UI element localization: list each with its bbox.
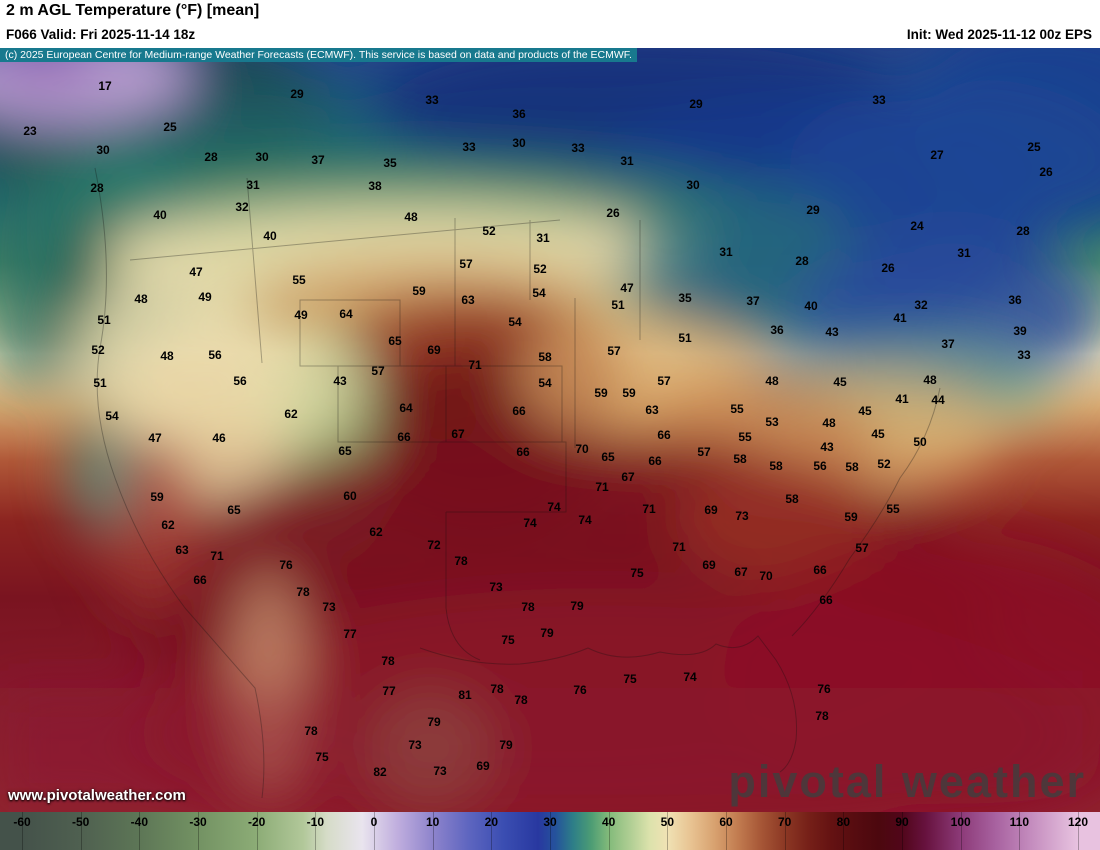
colorbar-tick-mark [550, 812, 551, 850]
colorbar-tick-mark [784, 812, 786, 850]
colorbar-tick-mark [1078, 812, 1079, 850]
colorbar-tick-label: 10 [425, 815, 440, 829]
colorbar-tick-mark [139, 812, 141, 850]
colorbar-tick-mark [22, 812, 23, 850]
colorbar-tick-label: 100 [950, 815, 971, 829]
colorbar-tick-label: 0 [370, 815, 378, 829]
colorbar-tick-mark [1019, 812, 1021, 850]
colorbar-tick-label: 90 [895, 815, 909, 829]
colorbar-tick-label: -50 [71, 815, 90, 829]
colorbar-tick-label: -30 [189, 815, 207, 829]
colorbar-tick-mark [198, 812, 199, 850]
colorbar-tick-label: -10 [306, 815, 324, 829]
colorbar-tick-mark [491, 812, 493, 850]
colorbar-tick-mark [843, 812, 845, 850]
colorbar-tick-label: -40 [130, 815, 148, 829]
page-title: 2 m AGL Temperature (°F) [mean] [6, 2, 260, 19]
colorbar-tick-mark [667, 812, 669, 850]
colorbar-tick-mark [960, 812, 962, 850]
colorbar-tick-label: 30 [543, 815, 557, 829]
colorbar-tick-mark [608, 812, 610, 850]
colorbar-tick-label: 80 [836, 815, 851, 829]
colorbar-tick-mark [374, 812, 375, 850]
colorbar-tick-label: 20 [484, 815, 499, 829]
valid-time-label: F066 Valid: Fri 2025-11-14 18z [6, 27, 196, 42]
colorbar-tick-label: -60 [13, 815, 31, 829]
colorbar-tick-mark [432, 812, 434, 850]
colorbar-tick-label: 50 [660, 815, 675, 829]
colorbar-tick-label: 60 [719, 815, 733, 829]
boundary-lines [94, 167, 941, 799]
colorbar-tick-mark [256, 812, 258, 850]
colorbar-tick-label: 120 [1067, 815, 1089, 829]
header: 2 m AGL Temperature (°F) [mean] F066 Val… [0, 0, 1100, 48]
temperature-field-map [0, 48, 1100, 812]
site-url: www.pivotalweather.com [8, 787, 186, 804]
colorbar-tick-mark [902, 812, 903, 850]
pivotal-weather-watermark: pivotal weather [728, 756, 1086, 807]
colorbar-tick-mark [315, 812, 317, 850]
colorbar-tick-label: 40 [601, 815, 616, 829]
colorbar-tick-label: 110 [1009, 815, 1030, 829]
copyright-bar: (c) 2025 European Centre for Medium-rang… [0, 48, 637, 62]
colorbar-tick-label: 70 [777, 815, 792, 829]
colorbar: -60 -50 -40 -30 -20 -10 0 10 20 30 40 50 60 70 80 90 100… [0, 812, 1100, 850]
colorbar-tick-mark [80, 812, 82, 850]
init-time-label: Init: Wed 2025-11-12 00z EPS [906, 27, 1092, 42]
colorbar-tick-label: -20 [247, 815, 266, 829]
colorbar-tick-mark [726, 812, 727, 850]
